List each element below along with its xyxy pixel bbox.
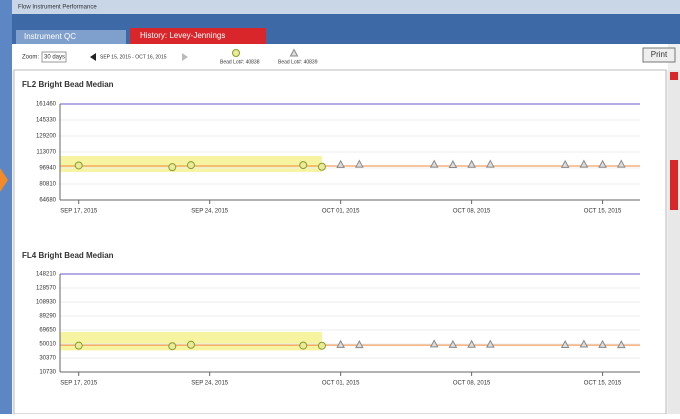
y-tick-label: 145330 <box>36 118 57 124</box>
point <box>560 159 570 168</box>
point <box>485 339 495 348</box>
point <box>598 159 607 168</box>
y-tick-label: 50010 <box>39 342 56 348</box>
legend-label: Bead Lot#: 40839 <box>278 59 318 65</box>
next-button[interactable] <box>182 53 188 61</box>
x-tick-label: OCT 08, 2015 <box>453 381 491 387</box>
y-tick-label: 161460 <box>36 102 57 108</box>
y-tick-label: 108930 <box>36 300 57 306</box>
x-tick-label: SEP 24, 2015 <box>191 209 229 215</box>
toolbar <box>12 44 668 70</box>
point <box>186 340 195 349</box>
tab-label: Instrument QC <box>24 32 76 41</box>
point <box>579 339 589 348</box>
point <box>467 339 476 348</box>
date-range: SEP 15, 2015 - OCT 16, 2015 <box>100 54 167 60</box>
point <box>560 339 570 349</box>
x-tick-label: SEP 24, 2015 <box>191 381 229 387</box>
x-tick-label: OCT 08, 2015 <box>453 209 491 215</box>
point <box>598 339 607 348</box>
point <box>616 159 626 168</box>
point <box>336 159 345 168</box>
chart-title: FL4 Bright Bead Median <box>22 251 114 260</box>
chart-panel <box>13 69 667 415</box>
print-label: Print <box>651 50 668 59</box>
legend-label: Bead Lot#: 40838 <box>220 59 260 65</box>
y-tick-label: 80810 <box>39 182 56 188</box>
point <box>579 159 589 168</box>
point <box>429 159 439 168</box>
point <box>336 339 345 348</box>
y-tick-label: 30370 <box>39 356 56 362</box>
point <box>299 161 308 170</box>
tab[interactable] <box>16 30 126 44</box>
x-tick-label: OCT 15, 2015 <box>584 381 622 387</box>
x-tick-label: SEP 17, 2015 <box>60 381 98 387</box>
print-button[interactable] <box>642 47 676 63</box>
point <box>485 159 495 168</box>
scroll-thumb[interactable] <box>670 160 678 210</box>
scroll-up[interactable] <box>670 72 678 80</box>
point <box>74 341 83 350</box>
window-title: Flow Instrument Performance <box>18 5 97 11</box>
legend-marker <box>232 49 240 57</box>
y-tick-label: 64680 <box>39 198 56 204</box>
legend-marker <box>289 48 299 57</box>
point <box>355 340 364 349</box>
x-tick-label: OCT 01, 2015 <box>322 209 360 215</box>
point <box>168 342 177 351</box>
arrow <box>0 168 8 192</box>
point <box>429 339 439 348</box>
y-tick-label: 96940 <box>39 166 56 172</box>
zoom-value: 30 days <box>44 55 65 61</box>
x-tick-label: OCT 01, 2015 <box>322 381 360 387</box>
chart-title: FL2 Bright Bead Median <box>22 80 114 89</box>
point <box>317 341 326 350</box>
y-tick-label: 148210 <box>36 272 57 278</box>
x-tick-label: SEP 17, 2015 <box>60 209 98 215</box>
point <box>467 159 476 168</box>
title-bar <box>12 0 680 14</box>
y-tick-label: 69650 <box>39 328 56 334</box>
y-tick-label: 129200 <box>36 134 57 140</box>
prev-button[interactable] <box>90 53 96 61</box>
point <box>355 159 364 168</box>
point <box>616 340 626 349</box>
y-tick-label: 89290 <box>39 314 56 320</box>
point <box>168 163 177 172</box>
zoom-label: Zoom: <box>22 55 39 61</box>
zoom-select[interactable] <box>41 51 67 63</box>
y-tick-label: 113070 <box>36 150 56 156</box>
scrollbar[interactable] <box>668 70 680 414</box>
x-tick-label: OCT 15, 2015 <box>584 209 622 215</box>
point <box>448 159 458 168</box>
point <box>448 339 458 348</box>
tab-label: History: Levey-Jennings <box>140 31 225 40</box>
point <box>317 162 326 171</box>
tab-active[interactable] <box>130 28 266 44</box>
point <box>186 161 195 170</box>
point <box>74 161 83 170</box>
y-tick-label: 128570 <box>36 286 57 292</box>
point <box>299 341 308 350</box>
y-tick-label: 10730 <box>39 370 56 376</box>
